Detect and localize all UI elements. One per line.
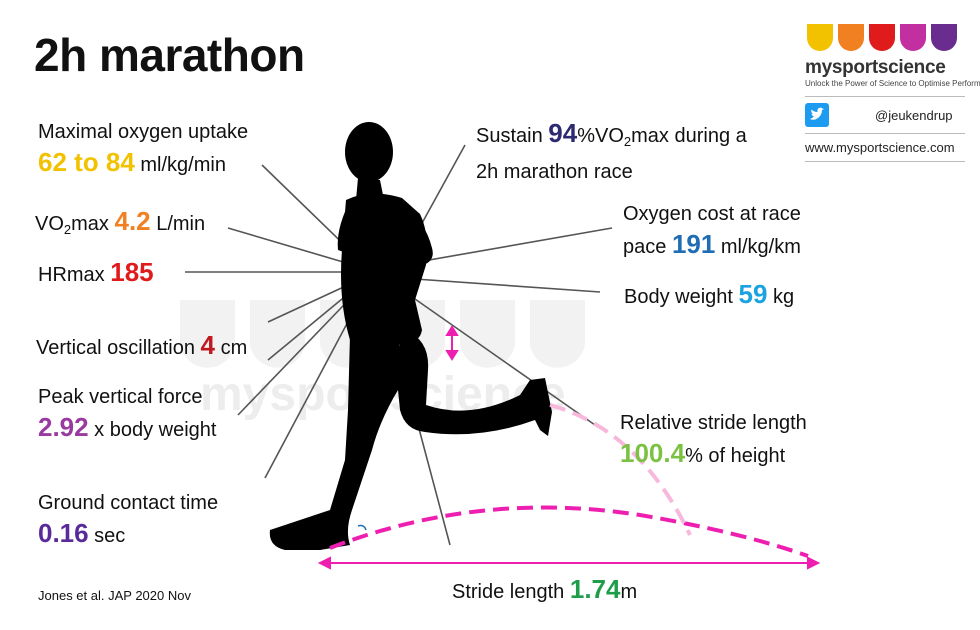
- relative-stride-label: Relative stride length: [620, 412, 807, 434]
- stride-length-value: 1.74: [569, 574, 621, 604]
- vo2max-pre: VO: [35, 213, 64, 235]
- twitter-icon[interactable]: [805, 103, 829, 127]
- stride-length-arrow: [317, 556, 821, 570]
- oxygen-cost-pre: pace: [623, 236, 667, 258]
- oxygen-cost-unit: ml/kg/km: [720, 236, 801, 258]
- brand-drop-3: [869, 24, 895, 51]
- vo2max-unit: L/min: [156, 213, 206, 235]
- oxygen-cost-line1: Oxygen cost at race: [623, 203, 801, 225]
- sustain-sub: 2: [623, 134, 632, 149]
- peak-force-value: 2.92: [38, 412, 89, 442]
- citation: Jones et al. JAP 2020 Nov: [38, 588, 191, 603]
- body-weight-value: 59: [738, 279, 768, 309]
- vertical-oscillation-unit: cm: [220, 337, 248, 359]
- sustain-line2: 2h marathon race: [476, 161, 633, 183]
- peak-force-unit: x body weight: [94, 419, 217, 441]
- divider: [805, 96, 965, 97]
- brand-block: mysportscience Unlock the Power of Scien…: [805, 22, 980, 162]
- vertical-oscillation-value: 4: [200, 330, 215, 360]
- contact-time-value: 0.16: [38, 518, 89, 548]
- divider-3: [805, 161, 965, 162]
- metric-peak-force: Peak vertical force 2.92 x body weight: [38, 382, 216, 445]
- sustain-post: max during a: [631, 125, 747, 147]
- metric-vo2-uptake: Maximal oxygen uptake 62 to 84 ml/kg/min: [38, 117, 248, 180]
- sustain-mid: %VO: [577, 125, 624, 147]
- metric-oxygen-cost: Oxygen cost at race pace 191 ml/kg/km: [623, 199, 801, 262]
- vertical-oscillation-label: Vertical oscillation: [36, 337, 195, 359]
- brand-drop-2: [838, 24, 864, 51]
- swing-arc: [549, 403, 692, 536]
- twitter-handle[interactable]: @jeukendrup: [875, 107, 953, 123]
- line-relative-stride: [404, 291, 596, 426]
- runner-silhouette: [269, 122, 552, 550]
- start-tick: [357, 524, 367, 531]
- vo2max-post: max: [71, 213, 109, 235]
- relative-stride-unit: % of height: [685, 445, 786, 467]
- body-weight-label: Body weight: [624, 286, 733, 308]
- contact-time-unit: sec: [94, 525, 126, 547]
- metric-body-weight: Body weight 59 kg: [624, 279, 794, 312]
- brand-drops-icon: [807, 24, 957, 51]
- page-title: 2h marathon: [34, 29, 305, 81]
- metric-contact-time: Ground contact time 0.16 sec: [38, 488, 218, 551]
- hrmax-value: 185: [110, 257, 154, 287]
- brand-name: mysportscience: [805, 57, 946, 78]
- metric-stride-length: Stride length 1.74m: [452, 574, 637, 607]
- oxygen-cost-value: 191: [671, 229, 716, 259]
- peak-force-label: Peak vertical force: [38, 386, 203, 408]
- sustain-pre: Sustain: [476, 125, 543, 147]
- vo2max-value: 4.2: [114, 206, 151, 236]
- body-weight-unit: kg: [773, 286, 795, 308]
- brand-tagline: Unlock the Power of Science to Optimise …: [805, 79, 980, 88]
- divider-2: [805, 133, 965, 134]
- oscillation-arrow: [445, 325, 459, 361]
- vo2max-sub: 2: [63, 222, 72, 237]
- hrmax-label: HRmax: [38, 264, 105, 286]
- stride-arc: [329, 505, 809, 558]
- vo2-uptake-label: Maximal oxygen uptake: [38, 121, 249, 143]
- metric-vertical-oscillation: Vertical oscillation 4 cm: [36, 330, 247, 363]
- brand-drop-1: [807, 24, 833, 51]
- relative-stride-value: 100.4: [620, 438, 686, 468]
- vo2-uptake-unit: ml/kg/min: [140, 154, 226, 176]
- sustain-value: 94: [548, 118, 578, 148]
- brand-drop-5: [931, 24, 957, 51]
- stride-length-label: Stride length: [452, 581, 565, 603]
- vo2-uptake-value: 62 to 84: [38, 147, 135, 177]
- contact-time-label: Ground contact time: [38, 492, 219, 514]
- metric-relative-stride: Relative stride length 100.4% of height: [620, 408, 807, 471]
- line-vo2max: [227, 227, 361, 268]
- metric-sustain: Sustain 94%VO2max during a 2h marathon r…: [476, 118, 747, 187]
- brand-drop-4: [900, 24, 926, 51]
- metric-hrmax: HRmax 185: [38, 257, 154, 290]
- metric-vo2max: VO2max 4.2 L/min: [35, 206, 205, 245]
- website-link[interactable]: www.mysportscience.com: [805, 140, 955, 155]
- stride-length-unit: m: [620, 581, 638, 603]
